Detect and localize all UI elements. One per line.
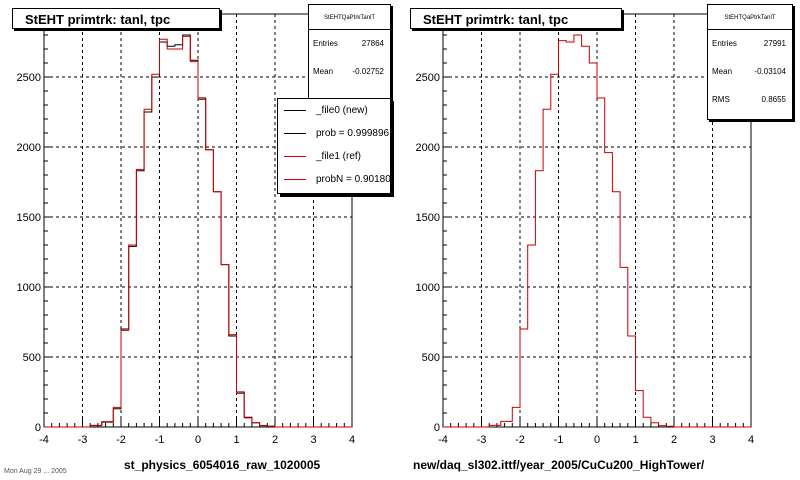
left-x-tick-label: -2 — [116, 434, 126, 446]
legend-entry-file0: _file0 (new) — [278, 99, 390, 122]
right-stats-name: StEHTQaPtrkTanlT — [708, 5, 792, 30]
right-x-tick-label: 1 — [632, 434, 638, 446]
right-x-tick-label: -2 — [515, 434, 525, 446]
left-footer-label: st_physics_6054016_raw_1020005 — [124, 458, 321, 472]
right-x-tick-label: 2 — [671, 434, 677, 446]
right-x-tick-label: 3 — [709, 434, 715, 446]
left-histogram-title: StEHT primtrk: tanl, tpc — [12, 8, 220, 29]
left-title-text: StEHT primtrk: tanl, tpc — [25, 12, 171, 27]
left-x-tick-label: 0 — [195, 434, 201, 446]
right-y-tick-label: 500 — [422, 352, 440, 364]
left-y-tick-label: 1000 — [17, 282, 41, 294]
right-stats-box: StEHTQaPtrkTanlT Entries 27991 Mean -0.0… — [707, 4, 793, 120]
left-x-tick-label: -3 — [78, 434, 88, 446]
left-x-tick-label: 3 — [310, 434, 316, 446]
left-stats-name: StEHTQaPtrkTanlT — [309, 5, 390, 30]
right-y-tick-label: 2000 — [416, 142, 440, 154]
left-x-tick-label: 1 — [233, 434, 239, 446]
right-stats-entries: Entries 27991 — [712, 39, 786, 48]
right-x-tick-label: -1 — [554, 434, 564, 446]
legend-entry-file1: _file1 (ref) — [278, 145, 390, 168]
left-legend: _file0 (new) prob = 0.999896 _file1 (ref… — [277, 98, 391, 194]
legend-entry-probn: probN = 0.901805 — [278, 168, 390, 191]
legend-line-probn — [284, 179, 306, 180]
left-x-tick-label: 4 — [349, 434, 355, 446]
right-stats-rms: RMS 0.8655 — [712, 95, 786, 104]
right-y-tick-label: 1000 — [416, 282, 440, 294]
timestamp-footer: Mon Aug 29 ... 2005 — [4, 468, 67, 475]
left-y-tick-label: 2000 — [17, 142, 41, 154]
right-x-tick-label: -4 — [438, 434, 448, 446]
left-stats-mean: Mean -0.02752 — [313, 67, 384, 76]
right-footer-label: new/daq_sl302.ittf/year_2005/CuCu200_Hig… — [413, 458, 705, 472]
legend-entry-prob: prob = 0.999896 — [278, 122, 390, 145]
left-y-tick-label: 2500 — [17, 72, 41, 84]
right-stats-mean: Mean -0.03104 — [712, 67, 786, 76]
legend-line-file0 — [284, 110, 306, 111]
left-y-tick-label: 500 — [23, 352, 41, 364]
legend-line-prob — [284, 133, 306, 134]
right-y-tick-label: 0 — [434, 422, 440, 434]
left-x-tick-label: -4 — [39, 434, 49, 446]
legend-line-file1 — [284, 156, 306, 157]
left-stats-entries: Entries 27864 — [313, 39, 384, 48]
left-stats-box: StEHTQaPtrkTanlT Entries 27864 Mean -0.0… — [308, 4, 391, 100]
left-x-tick-label: 2 — [272, 434, 278, 446]
left-series-1-line — [44, 35, 352, 428]
right-y-tick-label: 1500 — [416, 212, 440, 224]
right-x-tick-label: -3 — [477, 434, 487, 446]
right-y-tick-label: 2500 — [416, 72, 440, 84]
right-histogram-title: StEHT primtrk: tanl, tpc — [410, 8, 622, 29]
right-x-tick-label: 0 — [594, 434, 600, 446]
right-title-text: StEHT primtrk: tanl, tpc — [423, 12, 569, 27]
left-y-tick-label: 0 — [35, 422, 41, 434]
left-x-tick-label: -1 — [155, 434, 165, 446]
right-series-0-line — [443, 34, 751, 428]
right-x-tick-label: 4 — [748, 434, 754, 446]
left-y-tick-label: 1500 — [17, 212, 41, 224]
